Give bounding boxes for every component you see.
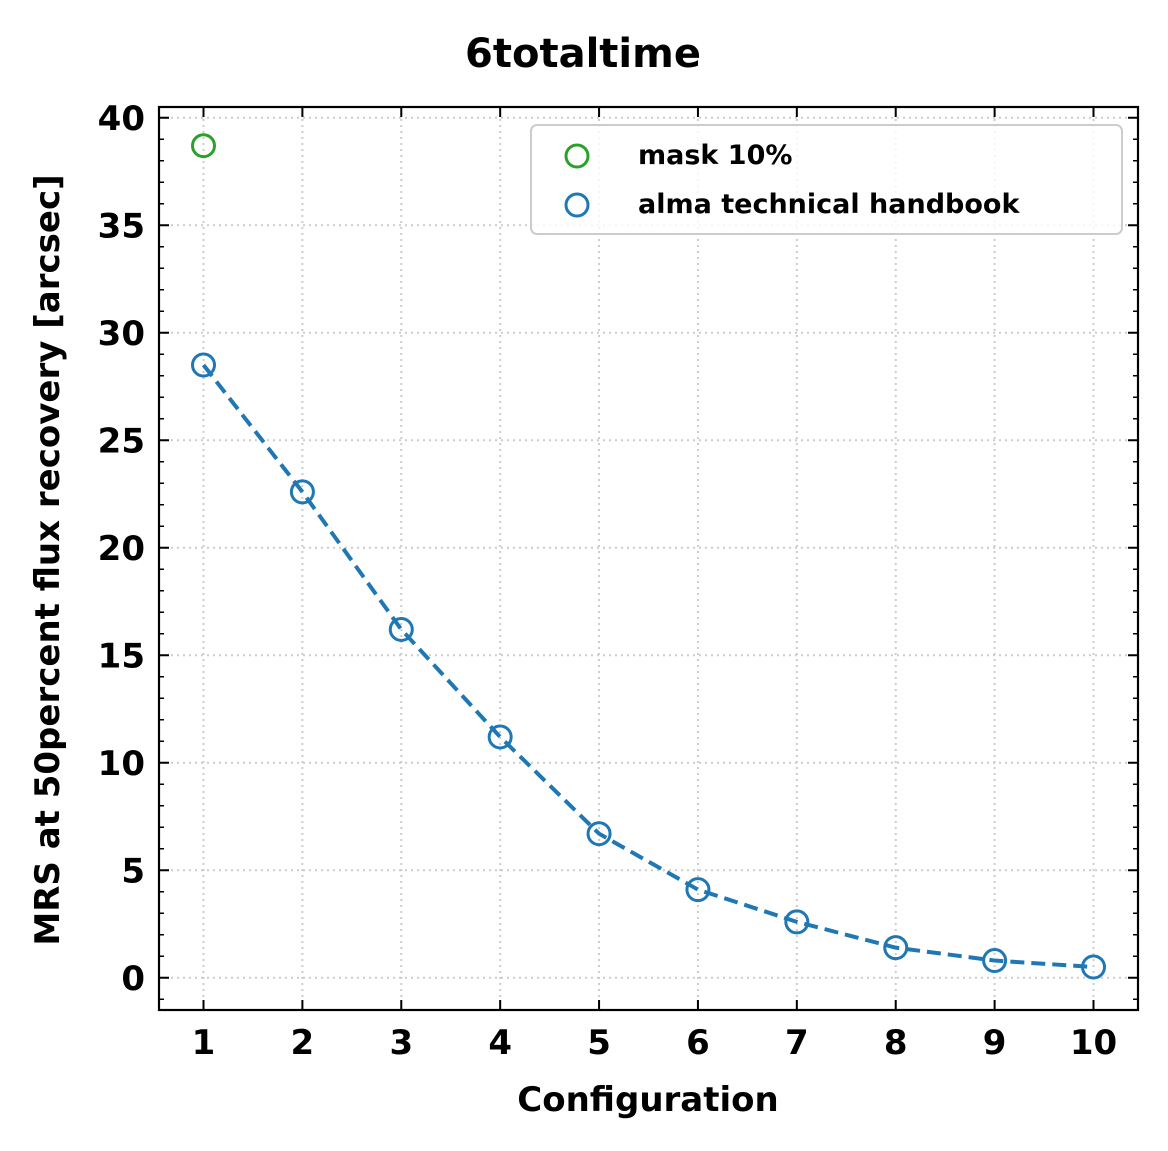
x-tick-label: 7 [785,1023,809,1063]
legend-label-mask: mask 10% [638,140,792,171]
data-point [883,935,909,961]
y-tick-label: 0 [121,959,145,999]
x-tick-label: 5 [587,1023,611,1063]
data-point [982,948,1008,974]
axis-ticks [159,107,1138,1010]
data-point [685,877,711,903]
x-tick-label: 6 [686,1023,710,1063]
x-tick-label: 8 [884,1023,908,1063]
data-point [388,616,414,642]
data-point [191,352,216,378]
data-point [784,909,810,935]
y-tick-label: 5 [121,851,145,891]
plot-area [191,133,1106,980]
data-point [487,724,513,750]
legend: mask 10% alma technical handbook [530,124,1123,235]
series-0 [191,133,216,159]
y-axis-title: MRS at 50percent flux recovery [arcsec] [28,174,68,945]
legend-marker-alma [564,192,590,218]
y-tick-label: 15 [98,636,145,676]
y-tick-label: 25 [98,421,145,461]
series-1 [191,352,1106,980]
grid [159,107,1138,1010]
x-tick-label: 4 [488,1023,512,1063]
x-tick-label: 3 [389,1023,413,1063]
y-tick-label: 10 [98,744,145,784]
y-tick-label: 20 [98,529,145,569]
y-tick-label: 40 [98,99,145,139]
x-axis-title: Configuration [517,1080,778,1120]
x-tick-label: 10 [1070,1023,1117,1063]
plot-frame [157,105,1140,1012]
chart-title: 6totaltime [465,31,701,77]
series-line [201,363,1094,969]
y-tick-label: 35 [98,206,145,246]
x-tick-label: 9 [983,1023,1007,1063]
y-tick-label: 30 [98,314,145,354]
data-point [289,479,315,505]
data-point [586,821,612,847]
legend-box [530,124,1123,235]
tick-labels: 1 2 3 4 5 6 7 8 9 10 0 5 10 15 20 25 30 35 40 [98,99,1117,1063]
legend-marker-mask [564,143,590,169]
legend-label-alma: alma technical handbook [638,189,1020,220]
x-tick-label: 2 [291,1023,315,1063]
data-point [1081,954,1106,980]
data-point [191,133,216,159]
x-tick-label: 1 [192,1023,216,1063]
